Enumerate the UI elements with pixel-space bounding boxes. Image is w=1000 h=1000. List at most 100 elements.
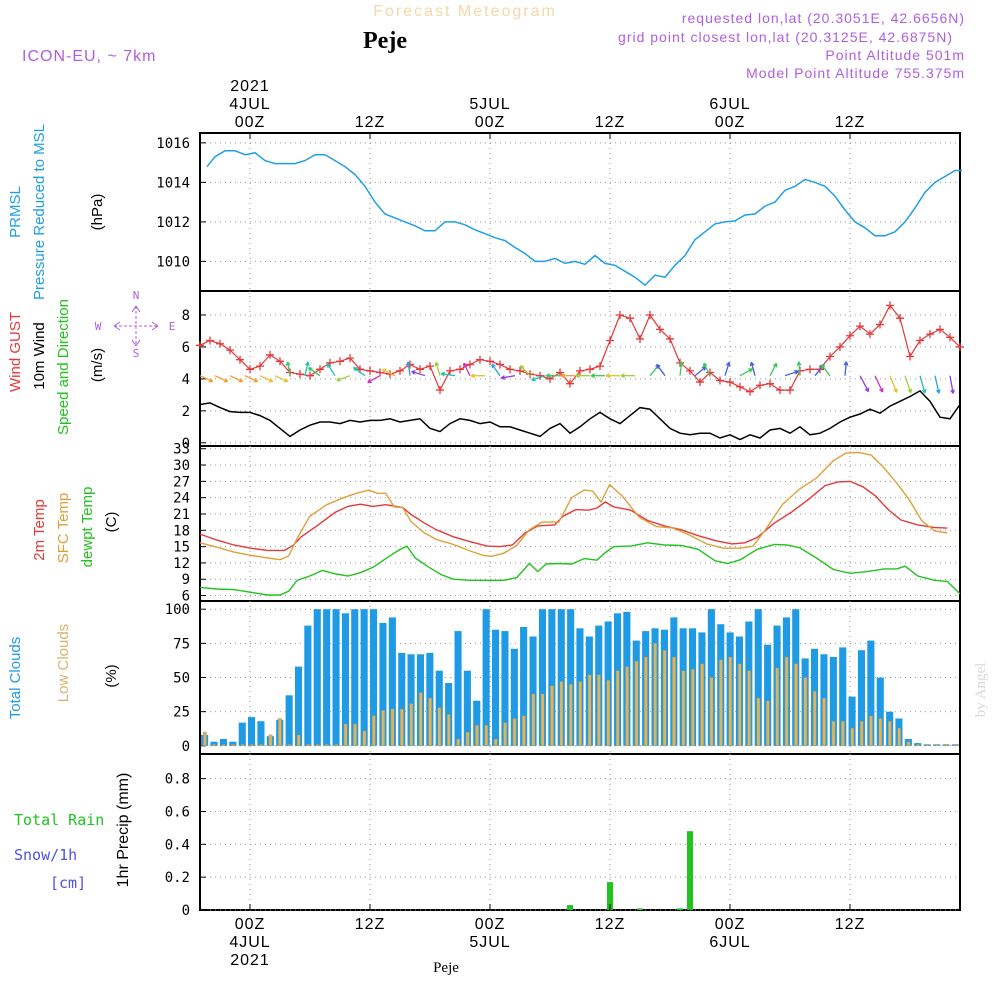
ytick-label: 8 <box>182 308 190 324</box>
gust-marker <box>246 365 254 374</box>
wind-direction-arrow <box>501 375 516 379</box>
ytick-label: 0.2 <box>165 870 190 886</box>
gust-marker <box>646 310 654 319</box>
total-cloud-bar <box>379 622 387 746</box>
legend-snow-unit: [cm] <box>50 874 86 892</box>
gust-marker <box>746 387 754 396</box>
gust-marker <box>446 366 454 375</box>
wind-direction-arrow <box>724 362 730 376</box>
ytick-label: 27 <box>173 474 190 490</box>
wind-direction-arrow <box>519 365 531 377</box>
total-cloud-bar <box>492 629 500 746</box>
gust-marker <box>456 365 464 374</box>
total-cloud-bar <box>857 650 865 746</box>
gust-marker <box>496 360 504 369</box>
gust-marker <box>576 366 584 375</box>
gust-marker <box>416 365 424 374</box>
low-cloud-bar <box>531 693 536 747</box>
total-cloud-bar <box>304 625 312 746</box>
low-cloud-bar <box>240 744 245 747</box>
panel-frame <box>199 753 961 911</box>
low-cloud-bar <box>456 738 461 747</box>
low-cloud-bar <box>493 738 498 747</box>
low-cloud-bar <box>878 718 883 746</box>
wind-direction-arrowhead <box>879 387 884 393</box>
wind-direction-arrow <box>382 368 396 377</box>
ytick-label: 2 <box>182 404 190 420</box>
sfctemp-series-line <box>199 451 948 561</box>
gust-marker <box>876 320 884 329</box>
gust-marker <box>436 386 444 395</box>
low-cloud-bar <box>315 744 320 747</box>
total-cloud-bar <box>238 722 246 746</box>
low-cloud-bar <box>794 663 798 746</box>
ytick-label: 0 <box>182 739 190 755</box>
ytick-label: 0 <box>182 903 190 919</box>
low-cloud-bar <box>653 643 657 746</box>
low-cloud-bar <box>418 692 423 746</box>
total-cloud-bar <box>557 609 565 746</box>
gust-marker <box>886 301 894 310</box>
wind-label-direction: Speed and Direction <box>55 299 72 435</box>
total-cloud-bar <box>538 609 546 746</box>
total-cloud-bar <box>341 613 349 746</box>
wind-direction-arrowhead <box>843 361 849 366</box>
low-cloud-bar <box>381 710 385 746</box>
total-cloud-bar <box>388 617 396 746</box>
wind-label-10m: 10m Wind <box>31 322 48 390</box>
total-cloud-bar <box>285 695 293 746</box>
temp-label-sfc: SFC Temp <box>55 493 72 564</box>
total-cloud-bar <box>229 741 237 746</box>
low-cloud-bar <box>888 721 892 747</box>
low-cloud-bar <box>615 670 620 747</box>
total-cloud-bar <box>257 721 265 746</box>
ytick-label: 12 <box>173 556 190 572</box>
gust-marker <box>586 365 594 374</box>
total-cloud-bar <box>567 609 575 746</box>
gust-marker <box>846 331 854 340</box>
watermark: by Angel <box>973 663 989 718</box>
total-cloud-bar <box>351 609 359 746</box>
gust-marker <box>626 314 634 323</box>
low-cloud-bar <box>475 725 479 746</box>
low-cloud-bar <box>644 656 648 747</box>
wind-direction-arrowhead <box>907 388 913 394</box>
gust-marker <box>836 342 844 351</box>
gust-marker <box>216 339 224 348</box>
low-cloud-bar <box>559 681 564 746</box>
total-cloud-bar <box>520 627 528 746</box>
wind-direction-arrow <box>199 375 213 383</box>
gust-marker <box>226 346 234 355</box>
wind-direction-arrowhead <box>367 378 372 384</box>
total-cloud-bar <box>248 717 256 746</box>
gust-marker <box>306 371 314 380</box>
ytick-label: 0 <box>182 436 190 452</box>
temp-label-dewpt: dewpt Temp <box>79 487 96 568</box>
wind-direction-arrow <box>435 362 441 376</box>
wind-direction-arrowhead <box>748 368 753 373</box>
low-cloud-bar <box>803 677 808 747</box>
gust-marker <box>696 378 704 387</box>
gust-marker <box>736 382 744 391</box>
ytick-label: 30 <box>173 458 190 474</box>
top-time-label: 12Z <box>835 114 866 131</box>
low-cloud-bar <box>700 663 704 746</box>
ytick-label: 1010 <box>156 254 190 270</box>
low-cloud-bar <box>437 707 442 747</box>
low-cloud-bar <box>719 659 723 747</box>
wind-direction-arrow <box>229 375 243 383</box>
gust-marker <box>936 325 944 334</box>
wind-direction-arrow <box>336 375 351 382</box>
clouds-panel: 0 25 50 75 100 Total Clouds Low Clouds (%) <box>7 600 961 755</box>
bottom-time-label: 5JUL <box>469 934 510 951</box>
gust-marker <box>776 386 784 395</box>
wind-direction-arrow <box>463 362 471 376</box>
wind-series-line <box>199 389 961 441</box>
total-cloud-bar <box>829 657 837 746</box>
gust-marker <box>686 366 694 375</box>
wind-direction-arrowhead <box>794 370 799 375</box>
wind-label-gust: Wind GUST <box>7 312 24 392</box>
top-time-label: 00Z <box>475 114 506 131</box>
low-cloud-bar <box>278 718 282 746</box>
wind-direction-arrowhead <box>703 362 708 368</box>
